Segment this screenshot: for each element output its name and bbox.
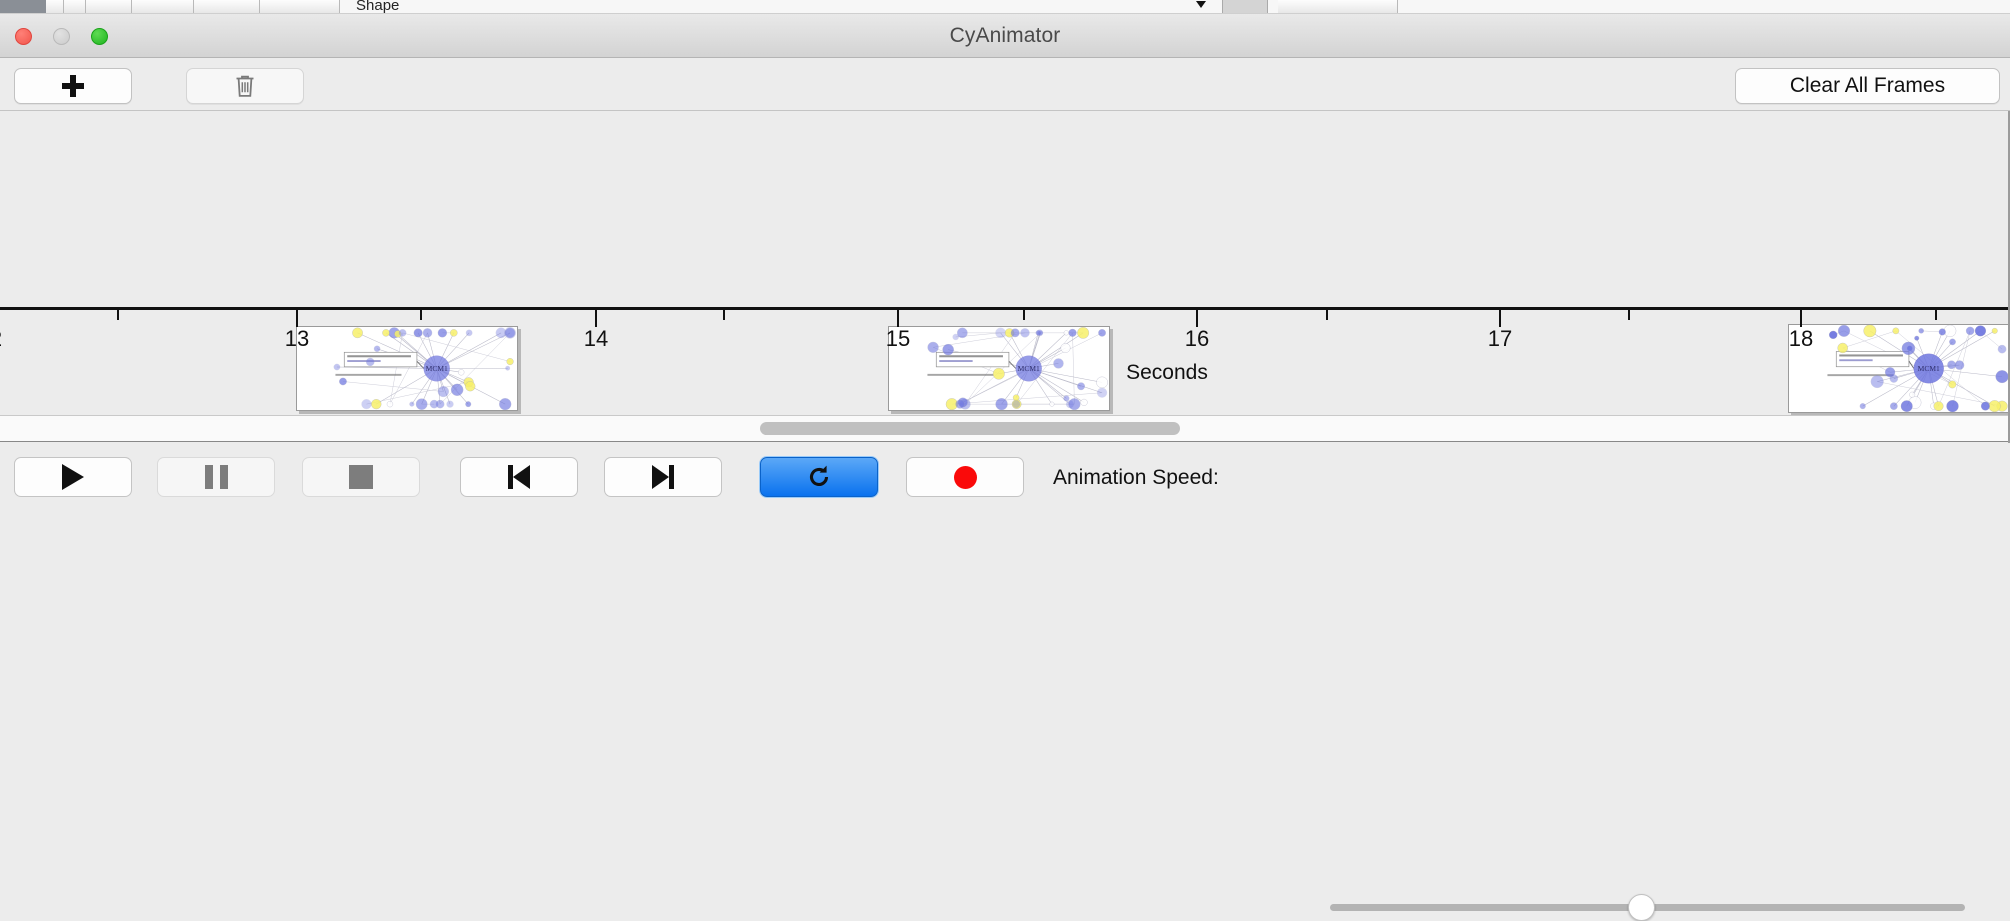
window-titlebar: CyAnimator — [0, 14, 2010, 58]
timeline-tick — [1499, 310, 1501, 327]
timeline-scrollbar[interactable] — [0, 416, 2010, 442]
background-tab — [132, 0, 194, 14]
trash-icon — [235, 74, 255, 98]
background-tab — [194, 0, 260, 14]
prev-frame-button[interactable] — [460, 457, 578, 497]
timeline-ruler — [0, 307, 2010, 310]
pause-icon — [205, 465, 228, 489]
skip-start-icon — [508, 465, 530, 489]
pause-button[interactable] — [157, 457, 275, 497]
clear-all-frames-label: Clear All Frames — [1790, 74, 1945, 98]
plus-icon — [62, 75, 84, 97]
page-title: CyAnimator — [0, 14, 2010, 58]
background-column-header-shape: Shape — [356, 0, 399, 14]
background-window-strip: Shape — [0, 0, 2010, 14]
timeline-tick — [595, 310, 597, 327]
clear-all-frames-button[interactable]: Clear All Frames — [1735, 68, 2000, 104]
timeline-tick-label: 15 — [886, 326, 910, 352]
background-tab — [260, 0, 340, 14]
loop-button[interactable] — [760, 457, 878, 497]
stop-icon — [349, 465, 373, 489]
timeline-tick-label: 14 — [584, 326, 608, 352]
timeline-tick — [723, 310, 725, 320]
timeline-axis-title-text: Seconds — [1126, 361, 1208, 384]
timeline-tick — [1023, 310, 1025, 320]
background-tab — [46, 0, 64, 14]
loop-icon — [804, 462, 834, 492]
timeline-scrollbar-thumb[interactable] — [760, 422, 1180, 435]
animation-speed-slider-thumb[interactable] — [1628, 894, 1655, 921]
record-button[interactable] — [906, 457, 1024, 497]
timeline-tick — [117, 310, 119, 320]
playback-toolbar: Animation Speed: — [0, 443, 2010, 510]
timeline-tick-label: 18 — [1789, 326, 1813, 352]
timeline-tick — [1935, 310, 1937, 320]
timeline-tick-label: 13 — [285, 326, 309, 352]
timeline-axis-title: Seconds — [0, 361, 2010, 385]
timeline-tick — [296, 310, 298, 327]
frame-toolbar: Clear All Frames — [0, 58, 2010, 111]
record-icon — [954, 466, 977, 489]
background-tab — [86, 0, 132, 14]
timeline-tick — [1800, 310, 1802, 327]
timeline-tick — [420, 310, 422, 320]
timeline-tick — [897, 310, 899, 327]
background-tab — [64, 0, 86, 14]
animation-speed-label: Animation Speed: — [1053, 466, 1219, 490]
delete-frame-button[interactable] — [186, 68, 304, 104]
play-icon — [62, 464, 84, 490]
timeline-tick — [1628, 310, 1630, 320]
timeline-panel[interactable]: MCM1 MCM1 MCM1 2131415161718 Seconds — [0, 111, 2010, 416]
skip-end-icon — [652, 465, 674, 489]
next-frame-button[interactable] — [604, 457, 722, 497]
play-button[interactable] — [14, 457, 132, 497]
timeline-tick-label: 16 — [1185, 326, 1209, 352]
background-cell — [1222, 0, 1268, 14]
background-tab — [1278, 0, 1398, 14]
timeline-tick-label: 17 — [1488, 326, 1512, 352]
add-frame-button[interactable] — [14, 68, 132, 104]
background-sidebar-sliver — [0, 0, 46, 14]
timeline-tick — [1196, 310, 1198, 327]
timeline-tick-label: 2 — [0, 326, 2, 352]
background-sort-caret-icon — [1196, 1, 1206, 8]
timeline-tick — [1326, 310, 1328, 320]
stop-button[interactable] — [302, 457, 420, 497]
